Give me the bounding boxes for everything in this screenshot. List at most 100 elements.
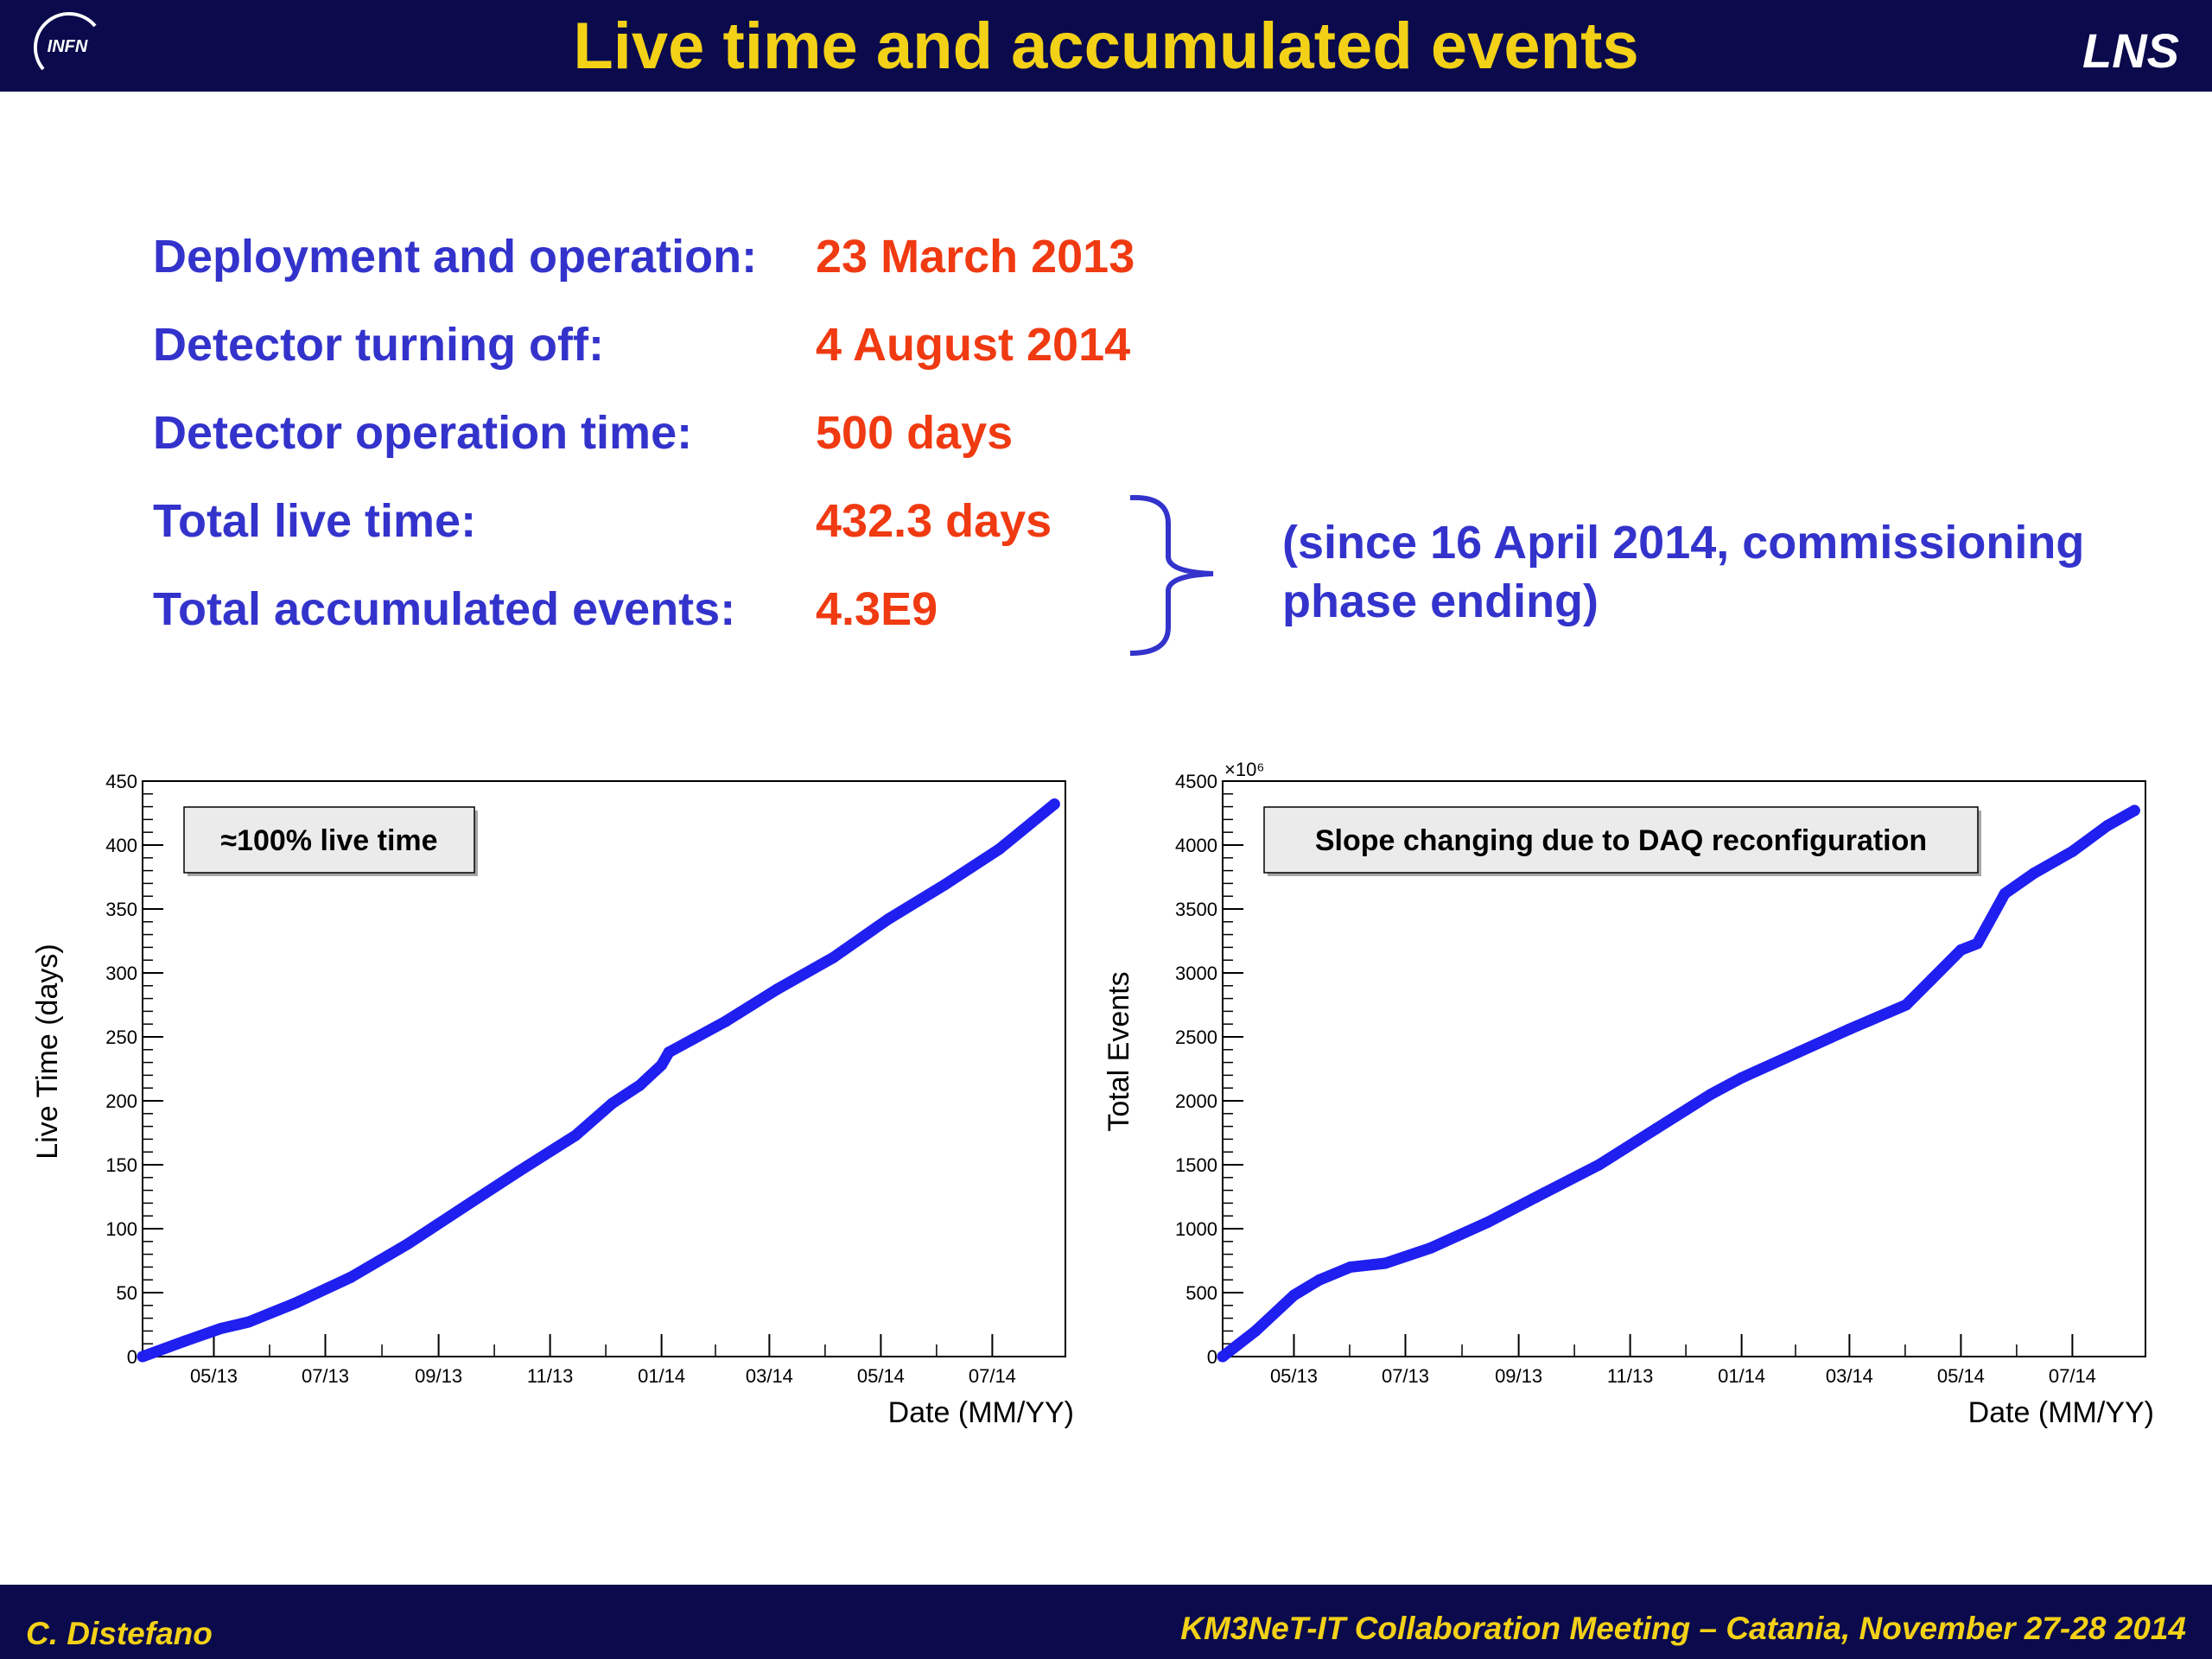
data-point [1379, 1257, 1391, 1269]
y-tick-label: 1500 [1175, 1154, 1217, 1176]
y-tick-label: 200 [105, 1090, 137, 1112]
data-point [633, 1079, 645, 1091]
y-tick-label: 350 [105, 899, 137, 920]
y-tick-label: 150 [105, 1154, 137, 1176]
data-point [2028, 868, 2040, 880]
data-point [938, 879, 950, 891]
x-tick-label: 09/13 [1495, 1365, 1542, 1387]
x-tick-label: 07/14 [969, 1365, 1016, 1387]
x-tick-label: 05/14 [1937, 1365, 1985, 1387]
data-point [137, 1351, 149, 1363]
y-tick-label: 3000 [1175, 963, 1217, 984]
data-point [458, 1201, 470, 1213]
data-point [2101, 820, 2113, 832]
y-tick-label: 0 [127, 1346, 137, 1368]
y-tick-label: 2000 [1175, 1090, 1217, 1112]
x-tick-label: 11/13 [1607, 1365, 1653, 1387]
y-tick-label: 3500 [1175, 899, 1217, 920]
summary-label: Total live time: [153, 495, 477, 547]
data-point [1538, 1187, 1550, 1199]
total-events-chart: 0 500 1000 1500 2000 2500 3000 3500 4000 4500 05/1… [1103, 760, 2154, 1429]
data-point [1287, 1289, 1300, 1301]
data-point [771, 983, 783, 995]
data-point [1593, 1159, 1605, 1171]
data-point [1926, 973, 1938, 985]
plot-frame [142, 780, 1066, 1357]
data-point [1425, 1242, 1437, 1254]
x-axis-label: Date (MM/YY) [888, 1396, 1074, 1429]
y-tick-label: 250 [105, 1027, 137, 1048]
data-point [215, 1322, 227, 1334]
x-axis-label: Date (MM/YY) [1968, 1396, 2154, 1429]
annotation-label: Slope changing due to DAQ reconfiguratio… [1315, 824, 1927, 857]
summary-value: 432.3 days [816, 495, 1052, 547]
data-point [1792, 1046, 1804, 1058]
y-tick-label: 50 [117, 1282, 137, 1304]
data-point [179, 1335, 191, 1347]
data-point [2066, 845, 2078, 857]
y-tick-label: 2500 [1175, 1027, 1217, 1048]
summary-value: 4.3E9 [816, 583, 938, 635]
x-tick-label: 05/13 [1270, 1365, 1318, 1387]
data-point [994, 842, 1006, 855]
data-point [402, 1238, 414, 1250]
y-tick-label: 500 [1185, 1282, 1217, 1304]
y-tick-label: 4500 [1175, 771, 1217, 792]
data-point [1843, 1023, 1855, 1035]
brace-icon [1129, 494, 1214, 656]
infn-logo: INFN [33, 11, 97, 71]
x-tick-label: 07/13 [1382, 1365, 1429, 1387]
data-point [569, 1129, 582, 1141]
data-point [513, 1165, 525, 1177]
annotation-box [1263, 806, 1979, 874]
data-point [243, 1316, 255, 1328]
x-tick-label: 01/14 [638, 1365, 685, 1387]
author-label: C. Distefano [26, 1616, 213, 1651]
summary-value: 4 August 2014 [816, 319, 1131, 371]
data-point [1048, 798, 1060, 810]
page-title: Live time and accumulated events [573, 10, 1639, 83]
x-tick-label: 03/14 [1826, 1365, 1873, 1387]
x-tick-label: 07/13 [302, 1365, 349, 1387]
y-tick-label: 300 [105, 963, 137, 984]
data-point [2128, 804, 2140, 817]
x-tick-label: 07/14 [2049, 1365, 2096, 1387]
annotation-box [183, 806, 475, 874]
x-tick-label: 05/14 [857, 1365, 905, 1387]
data-point [1705, 1089, 1717, 1101]
header-bar [0, 0, 2212, 92]
y-tick-label: 400 [105, 835, 137, 856]
data-point [290, 1297, 302, 1309]
summary-label: Detector turning off: [153, 319, 604, 371]
y-tick-label: 0 [1207, 1346, 1217, 1368]
summary-label: Total accumulated events: [153, 583, 736, 635]
summary-label: Detector operation time: [153, 407, 693, 459]
data-point [1649, 1123, 1662, 1135]
x-tick-label: 03/14 [746, 1365, 793, 1387]
x-tick-label: 01/14 [1718, 1365, 1765, 1387]
data-point [1736, 1071, 1748, 1084]
data-point [1217, 1351, 1229, 1363]
data-point [1249, 1325, 1262, 1337]
y-axis-label: Total Events [1103, 971, 1135, 1131]
series-line [1217, 804, 2140, 1363]
x-tick-label: 11/13 [527, 1365, 573, 1387]
commissioning-note: (since 16 April 2014, commissioning phas… [1282, 517, 2085, 627]
live-time-chart: 0 50 100 150 200 250 300 350 400 450 05/13 07/13 09/… [31, 771, 1074, 1429]
annotation-label: ≈100% live time [220, 824, 437, 857]
data-point [720, 1015, 732, 1027]
data-point [1900, 999, 1912, 1011]
lab-label: LNS [2082, 23, 2179, 78]
summary-label: Deployment and operation: [153, 231, 758, 283]
data-point [663, 1046, 675, 1058]
svg-text:INFN: INFN [48, 37, 88, 56]
data-point [607, 1097, 619, 1109]
y-tick-label: 4000 [1175, 835, 1217, 856]
summary-value: 500 days [816, 407, 1014, 459]
summary-value: 23 March 2013 [816, 231, 1135, 283]
data-point [345, 1271, 357, 1283]
data-point [1344, 1261, 1357, 1273]
data-point [1971, 938, 1983, 950]
meeting-label: KM3NeT-IT Collaboration Meeting – Catani… [1180, 1611, 2186, 1646]
data-point [656, 1059, 668, 1071]
